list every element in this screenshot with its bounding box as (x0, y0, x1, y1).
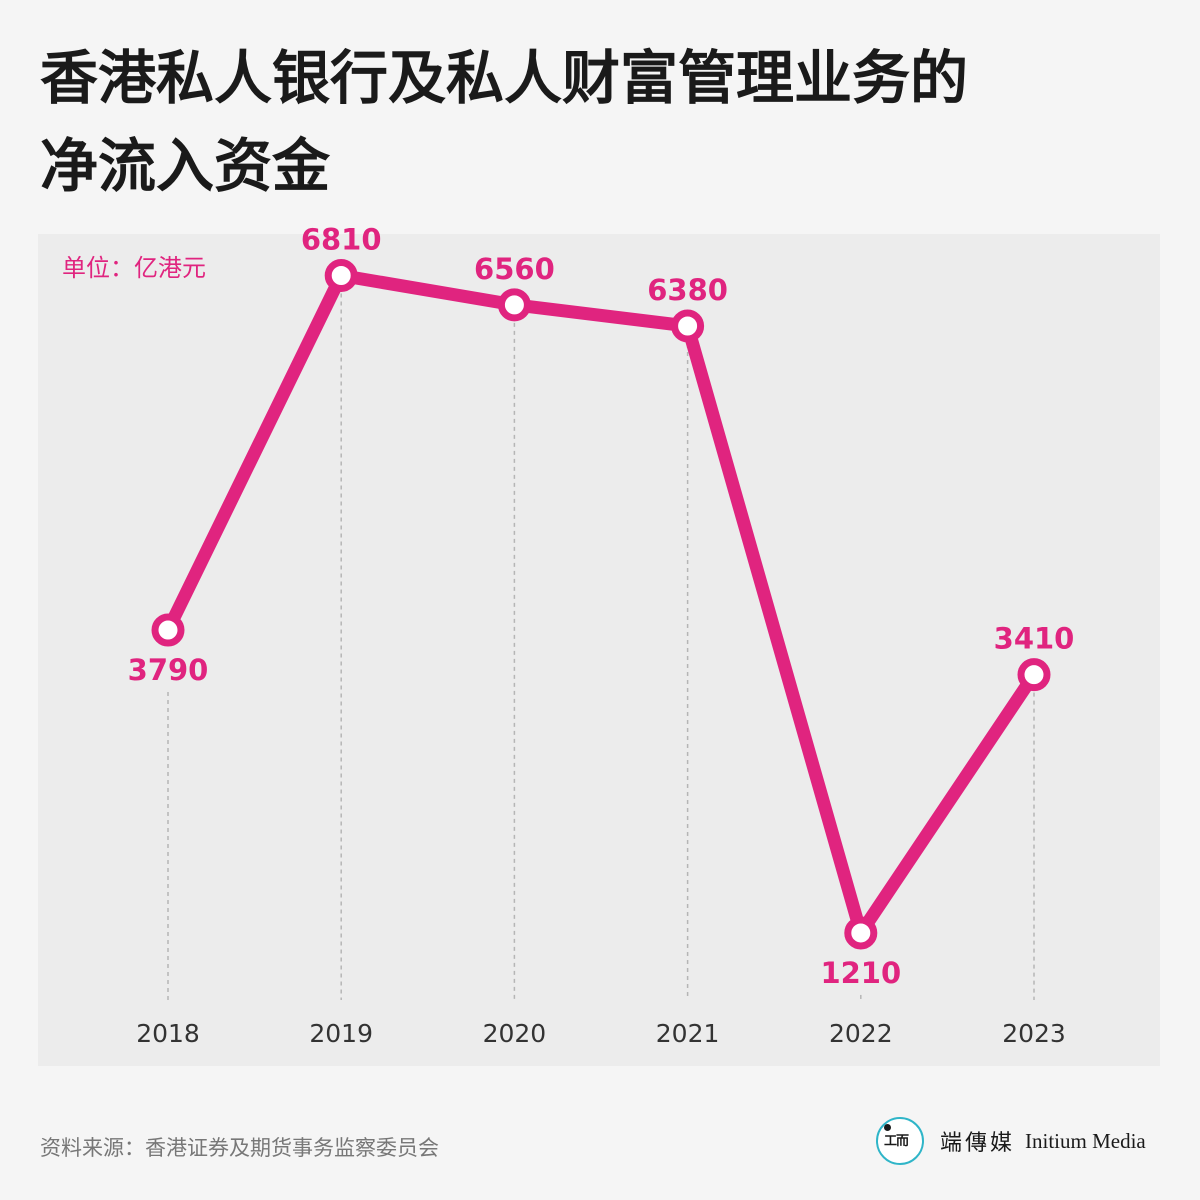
source-note: 资料来源：香港证券及期货事务监察委员会 (40, 1136, 439, 1160)
x-tick-label-2019: 2019 (309, 1019, 373, 1048)
data-label-2023: 3410 (994, 622, 1075, 656)
data-label-2022: 1210 (820, 956, 901, 990)
brand-name-english: Initium Media (1025, 1128, 1146, 1153)
x-tick-label-2021: 2021 (656, 1019, 720, 1048)
brand-block[interactable]: 工而 端傳媒 Initium Media (876, 1116, 1146, 1166)
data-point-2023 (1017, 658, 1051, 692)
initium-logo-icon: 工而 (876, 1117, 924, 1165)
data-point-2021 (671, 309, 705, 343)
data-point-2022 (844, 916, 878, 950)
brand-name-chinese: 端傳媒 (940, 1131, 1016, 1156)
series-line (161, 269, 1041, 940)
data-label-2021: 6380 (647, 273, 728, 307)
data-point-2019 (324, 259, 358, 293)
data-point-2018 (151, 613, 185, 647)
data-label-2019: 6810 (301, 223, 382, 257)
x-tick-label-2022: 2022 (829, 1019, 893, 1048)
x-tick-label-2020: 2020 (483, 1019, 547, 1048)
unit-label: 单位：亿港元 (62, 254, 206, 282)
data-point-2020 (497, 288, 531, 322)
data-label-2018: 3790 (128, 653, 209, 687)
chart-panel (38, 234, 1160, 1066)
x-tick-label-2023: 2023 (1002, 1019, 1066, 1048)
data-label-2020: 6560 (474, 252, 555, 286)
x-tick-label-2018: 2018 (136, 1019, 200, 1048)
chart-title: 香港私人银行及私人财富管理业务的 净流入资金 (40, 44, 969, 200)
